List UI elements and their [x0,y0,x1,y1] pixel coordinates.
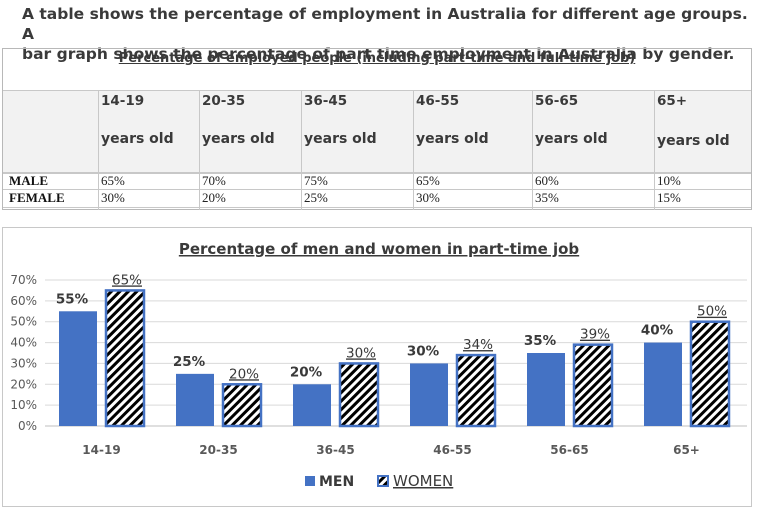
men-bar [527,353,565,426]
y-tick-label: 50% [10,315,37,329]
table-column-divider [413,90,414,210]
table-title: Percentage of employed people (including… [118,51,636,66]
women-bar [104,289,146,428]
table-row-label: FEMALE [9,190,65,205]
x-tick-label: 20-35 [199,443,237,457]
employment-table: Percentage of employed people (including… [2,48,752,210]
men-bar [293,384,331,426]
table-column-divider [301,90,302,210]
table-row-divider [3,172,751,173]
y-tick-label: 20% [10,377,37,391]
women-data-label: 39% [580,327,610,343]
table-column-subheader: years old [101,131,174,147]
table-column-divider [98,90,99,210]
legend-label-men: MEN [319,474,354,490]
table-row-divider [3,189,751,190]
table-cell: 70% [202,173,226,188]
legend-swatch-men [305,476,315,486]
y-tick-label: 10% [10,398,37,412]
table-cell: 30% [416,190,440,205]
table-column-subheader: years old [535,131,608,147]
heading-line-2: bar graph shows the percentage of part t… [22,45,735,63]
women-bar [455,353,497,428]
women-data-label: 65% [112,272,142,288]
women-bar [572,343,614,428]
table-column-divider [532,90,533,210]
table-column-subheader: years old [657,133,730,149]
table-column-subheader: years old [202,131,275,147]
men-bar [176,373,214,426]
women-data-label: 34% [463,337,493,353]
table-cell: 15% [657,190,681,205]
x-tick-label: 46-55 [433,443,471,457]
table-row-divider [3,207,751,208]
heading-line-1: A table shows the percentage of employme… [22,5,748,43]
table-header-band [3,90,751,174]
table-cell: 35% [535,190,559,205]
table-cell: 20% [202,190,226,205]
men-data-label: 20% [290,364,323,380]
table-column-header: 14-19 [101,93,145,109]
table-column-divider [199,90,200,210]
men-data-label: 30% [407,343,440,359]
men-bar [644,342,682,426]
chart-title: Percentage of men and women in part-time… [179,240,580,258]
women-data-label: 50% [697,304,727,320]
table-column-header: 46-55 [416,93,460,109]
women-bar [689,320,731,428]
men-data-label: 55% [56,291,89,307]
table-cell: 25% [304,190,328,205]
men-bar [59,311,97,426]
y-tick-label: 60% [10,294,37,308]
women-data-label: 20% [229,366,259,382]
chart-panel: Percentage of men and women in part-time… [2,227,752,507]
women-data-label: 30% [346,345,376,361]
table-cell: 65% [416,173,440,188]
men-data-label: 25% [173,354,206,370]
table-column-divider [654,90,655,210]
table-column-subheader: years old [416,131,489,147]
y-tick-label: 0% [18,419,37,433]
table-cell: 75% [304,173,328,188]
table-row-label: MALE [9,173,48,188]
women-bar [338,362,380,428]
y-tick-label: 70% [10,273,37,287]
page-heading: A table shows the percentage of employme… [22,4,762,64]
x-tick-label: 36-45 [316,443,354,457]
table-cell: 10% [657,173,681,188]
men-data-label: 35% [524,333,557,349]
table-column-header: 20-35 [202,93,246,109]
men-bar [410,363,448,426]
men-data-label: 40% [641,323,674,339]
table-cell: 30% [101,190,125,205]
table-column-subheader: years old [304,131,377,147]
table-column-header: 36-45 [304,93,348,109]
women-bar [221,383,263,428]
x-tick-label: 14-19 [82,443,120,457]
y-tick-label: 40% [10,336,37,350]
x-tick-label: 65+ [673,443,700,457]
table-column-header: 65+ [657,93,688,109]
table-cell: 65% [101,173,125,188]
table-column-header: 56-65 [535,93,579,109]
bar-chart: Percentage of men and women in part-time… [10,240,747,490]
x-tick-label: 56-65 [550,443,588,457]
y-tick-label: 30% [10,356,37,370]
legend-swatch-women [377,475,389,487]
legend-label-women: WOMEN [393,472,453,490]
table-cell: 60% [535,173,559,188]
